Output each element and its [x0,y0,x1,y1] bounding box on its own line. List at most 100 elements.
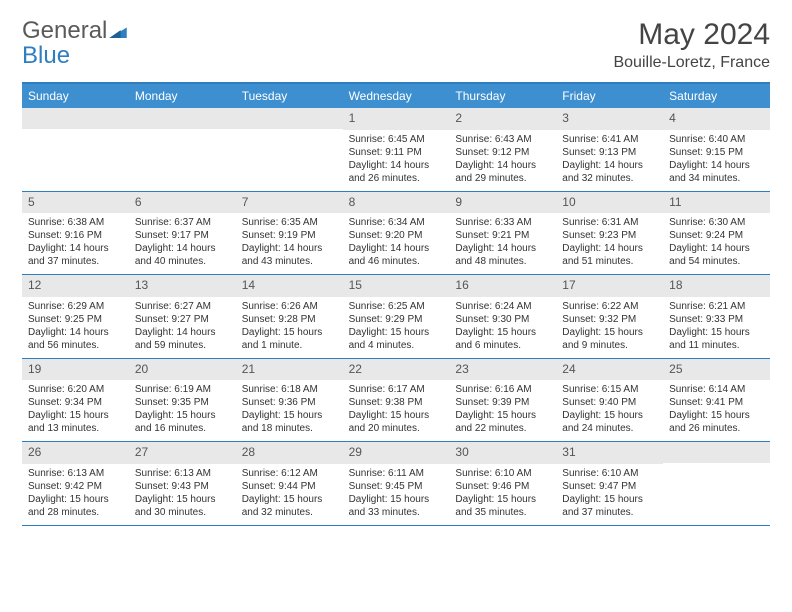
sunrise-text: Sunrise: 6:30 AM [669,216,764,229]
day-cell: 23Sunrise: 6:16 AMSunset: 9:39 PMDayligh… [449,359,556,442]
sunset-text: Sunset: 9:32 PM [562,313,657,326]
sunset-text: Sunset: 9:29 PM [349,313,444,326]
daylight-text: Daylight: 14 hours and 32 minutes. [562,159,657,185]
day-number: 30 [449,442,556,464]
dow-monday: Monday [129,84,236,108]
day-number: 21 [236,359,343,381]
day-number [663,442,770,463]
sunset-text: Sunset: 9:13 PM [562,146,657,159]
sunset-text: Sunset: 9:36 PM [242,396,337,409]
sunrise-text: Sunrise: 6:34 AM [349,216,444,229]
day-cell: 4Sunrise: 6:40 AMSunset: 9:15 PMDaylight… [663,108,770,191]
day-details: Sunrise: 6:16 AMSunset: 9:39 PMDaylight:… [449,380,556,441]
sunset-text: Sunset: 9:41 PM [669,396,764,409]
day-number: 12 [22,275,129,297]
day-cell: 8Sunrise: 6:34 AMSunset: 9:20 PMDaylight… [343,192,450,275]
day-number: 15 [343,275,450,297]
logo-text-2: Blue [22,42,70,69]
sunset-text: Sunset: 9:47 PM [562,480,657,493]
day-details: Sunrise: 6:38 AMSunset: 9:16 PMDaylight:… [22,213,129,274]
day-cell: 7Sunrise: 6:35 AMSunset: 9:19 PMDaylight… [236,192,343,275]
week-row: 1Sunrise: 6:45 AMSunset: 9:11 PMDaylight… [22,108,770,192]
sunrise-text: Sunrise: 6:24 AM [455,300,550,313]
dow-tuesday: Tuesday [236,84,343,108]
dow-wednesday: Wednesday [343,84,450,108]
daylight-text: Daylight: 14 hours and 29 minutes. [455,159,550,185]
sunrise-text: Sunrise: 6:14 AM [669,383,764,396]
sunrise-text: Sunrise: 6:10 AM [455,467,550,480]
day-cell: 22Sunrise: 6:17 AMSunset: 9:38 PMDayligh… [343,359,450,442]
daylight-text: Daylight: 14 hours and 40 minutes. [135,242,230,268]
daylight-text: Daylight: 15 hours and 9 minutes. [562,326,657,352]
daylight-text: Daylight: 15 hours and 1 minute. [242,326,337,352]
sunset-text: Sunset: 9:17 PM [135,229,230,242]
day-of-week-header: SundayMondayTuesdayWednesdayThursdayFrid… [22,84,770,108]
sunrise-text: Sunrise: 6:18 AM [242,383,337,396]
day-cell: 24Sunrise: 6:15 AMSunset: 9:40 PMDayligh… [556,359,663,442]
sunrise-text: Sunrise: 6:27 AM [135,300,230,313]
day-number: 18 [663,275,770,297]
sunrise-text: Sunrise: 6:38 AM [28,216,123,229]
day-number [236,108,343,129]
sunset-text: Sunset: 9:20 PM [349,229,444,242]
day-cell: 1Sunrise: 6:45 AMSunset: 9:11 PMDaylight… [343,108,450,191]
logo: GeneralBlue [22,18,127,68]
dow-sunday: Sunday [22,84,129,108]
day-cell: 21Sunrise: 6:18 AMSunset: 9:36 PMDayligh… [236,359,343,442]
sunrise-text: Sunrise: 6:20 AM [28,383,123,396]
daylight-text: Daylight: 14 hours and 56 minutes. [28,326,123,352]
daylight-text: Daylight: 15 hours and 13 minutes. [28,409,123,435]
sunrise-text: Sunrise: 6:19 AM [135,383,230,396]
day-details: Sunrise: 6:33 AMSunset: 9:21 PMDaylight:… [449,213,556,274]
day-number: 31 [556,442,663,464]
day-details: Sunrise: 6:18 AMSunset: 9:36 PMDaylight:… [236,380,343,441]
sunset-text: Sunset: 9:35 PM [135,396,230,409]
sunset-text: Sunset: 9:34 PM [28,396,123,409]
sunset-text: Sunset: 9:44 PM [242,480,337,493]
dow-thursday: Thursday [449,84,556,108]
day-cell: 31Sunrise: 6:10 AMSunset: 9:47 PMDayligh… [556,442,663,525]
sunrise-text: Sunrise: 6:11 AM [349,467,444,480]
sunset-text: Sunset: 9:39 PM [455,396,550,409]
sunrise-text: Sunrise: 6:45 AM [349,133,444,146]
day-number: 5 [22,192,129,214]
day-number: 26 [22,442,129,464]
sunrise-text: Sunrise: 6:29 AM [28,300,123,313]
empty-cell [663,442,770,525]
day-number: 17 [556,275,663,297]
day-details: Sunrise: 6:35 AMSunset: 9:19 PMDaylight:… [236,213,343,274]
day-number: 11 [663,192,770,214]
daylight-text: Daylight: 15 hours and 18 minutes. [242,409,337,435]
day-details: Sunrise: 6:11 AMSunset: 9:45 PMDaylight:… [343,464,450,525]
sunrise-text: Sunrise: 6:10 AM [562,467,657,480]
day-number: 3 [556,108,663,130]
day-cell: 29Sunrise: 6:11 AMSunset: 9:45 PMDayligh… [343,442,450,525]
day-number: 14 [236,275,343,297]
empty-cell [129,108,236,191]
day-cell: 10Sunrise: 6:31 AMSunset: 9:23 PMDayligh… [556,192,663,275]
day-number: 22 [343,359,450,381]
day-cell: 19Sunrise: 6:20 AMSunset: 9:34 PMDayligh… [22,359,129,442]
sunset-text: Sunset: 9:38 PM [349,396,444,409]
title-block: May 2024 Bouille-Loretz, France [613,18,770,72]
sunset-text: Sunset: 9:27 PM [135,313,230,326]
dow-saturday: Saturday [663,84,770,108]
day-cell: 14Sunrise: 6:26 AMSunset: 9:28 PMDayligh… [236,275,343,358]
day-cell: 30Sunrise: 6:10 AMSunset: 9:46 PMDayligh… [449,442,556,525]
sunrise-text: Sunrise: 6:40 AM [669,133,764,146]
day-number: 27 [129,442,236,464]
week-row: 19Sunrise: 6:20 AMSunset: 9:34 PMDayligh… [22,359,770,443]
sunrise-text: Sunrise: 6:35 AM [242,216,337,229]
day-details: Sunrise: 6:20 AMSunset: 9:34 PMDaylight:… [22,380,129,441]
sunrise-text: Sunrise: 6:13 AM [135,467,230,480]
day-details: Sunrise: 6:10 AMSunset: 9:46 PMDaylight:… [449,464,556,525]
day-number: 16 [449,275,556,297]
daylight-text: Daylight: 15 hours and 30 minutes. [135,493,230,519]
day-cell: 18Sunrise: 6:21 AMSunset: 9:33 PMDayligh… [663,275,770,358]
sunset-text: Sunset: 9:15 PM [669,146,764,159]
daylight-text: Daylight: 15 hours and 11 minutes. [669,326,764,352]
day-number: 13 [129,275,236,297]
daylight-text: Daylight: 14 hours and 46 minutes. [349,242,444,268]
sunrise-text: Sunrise: 6:25 AM [349,300,444,313]
empty-cell [236,108,343,191]
